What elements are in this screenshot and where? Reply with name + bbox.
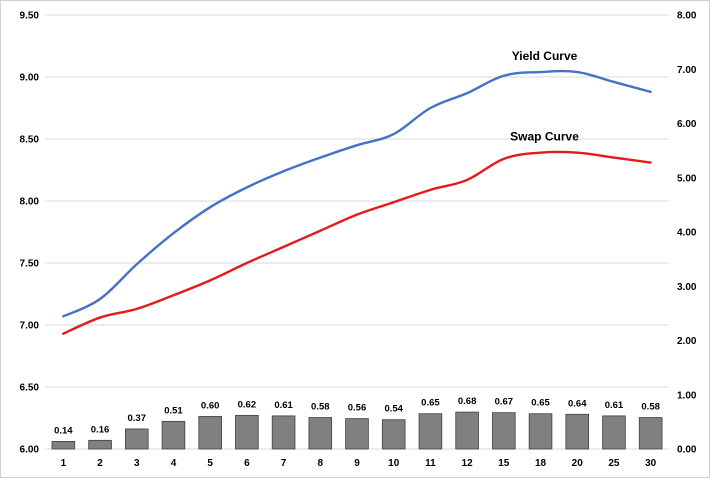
axes: 6.00 6.50 7.00 7.50 8.00 8.50 9.00 9.50 0.00 1.00… bbox=[20, 11, 697, 470]
gridlines bbox=[45, 14, 669, 450]
x-tick-label: 20 bbox=[572, 458, 584, 469]
bar bbox=[528, 413, 553, 450]
x-tick-label: 6 bbox=[244, 458, 250, 469]
bar-data-label: 0.60 bbox=[201, 400, 220, 411]
y-right-tick-label: 3.00 bbox=[677, 282, 697, 293]
x-tick-label: 11 bbox=[425, 458, 436, 469]
bar bbox=[88, 439, 112, 450]
line-series bbox=[62, 69, 652, 335]
bar bbox=[308, 417, 333, 450]
y-left-tick-label: 6.50 bbox=[20, 383, 40, 394]
bar bbox=[381, 419, 406, 450]
y-right-tick-label: 6.00 bbox=[677, 119, 697, 130]
x-tick-label: 25 bbox=[608, 458, 620, 469]
bar-data-label: 0.16 bbox=[91, 424, 110, 435]
bar-series bbox=[51, 411, 663, 450]
x-tick-label: 1 bbox=[61, 458, 67, 469]
data-labels: 0.14 0.16 0.37 0.51 0.60 0.62 0.61 0.58 0.56 0.54… bbox=[54, 49, 660, 436]
x-tick-label: 8 bbox=[318, 458, 324, 469]
bar bbox=[124, 428, 149, 450]
x-tick-label: 2 bbox=[97, 458, 103, 469]
y-right-tick-label: 0.00 bbox=[677, 445, 697, 456]
y-right-tick-label: 5.00 bbox=[677, 173, 697, 184]
line-swap-curve bbox=[62, 150, 652, 335]
bar-data-label: 0.67 bbox=[495, 397, 514, 408]
y-right-tick-label: 7.00 bbox=[677, 65, 697, 76]
x-tick-label: 10 bbox=[388, 458, 400, 469]
bar-data-label: 0.37 bbox=[128, 413, 147, 424]
y-right-tick-label: 8.00 bbox=[677, 11, 697, 22]
bar bbox=[565, 413, 590, 450]
bar-data-label: 0.62 bbox=[238, 399, 257, 410]
x-tick-label: 9 bbox=[354, 458, 360, 469]
y-left-tick-label: 9.00 bbox=[20, 73, 40, 84]
series-label: Swap Curve bbox=[510, 130, 579, 144]
bar-data-label: 0.65 bbox=[421, 398, 440, 409]
bar bbox=[198, 416, 222, 450]
bar-data-label: 0.14 bbox=[54, 425, 73, 436]
bar bbox=[51, 441, 76, 450]
series-label: Yield Curve bbox=[512, 49, 578, 63]
x-tick-label: 18 bbox=[535, 458, 547, 469]
bar-data-label: 0.58 bbox=[311, 402, 330, 413]
y-left-tick-label: 8.00 bbox=[20, 197, 40, 208]
bar bbox=[161, 420, 186, 450]
bar bbox=[455, 411, 479, 450]
y-right-tick-label: 2.00 bbox=[677, 336, 697, 347]
bar-data-label: 0.54 bbox=[384, 404, 403, 415]
bar-data-label: 0.61 bbox=[605, 400, 624, 411]
x-tick-label: 5 bbox=[207, 458, 213, 469]
y-left-tick-label: 9.50 bbox=[20, 11, 40, 22]
x-tick-label: 4 bbox=[171, 458, 177, 469]
x-tick-label: 15 bbox=[498, 458, 510, 469]
bar bbox=[492, 412, 516, 450]
bar bbox=[235, 414, 259, 450]
bar-data-label: 0.64 bbox=[568, 398, 587, 409]
bar bbox=[638, 417, 663, 450]
bar bbox=[345, 418, 369, 450]
y-right-tick-label: 4.00 bbox=[677, 228, 697, 239]
bar bbox=[271, 415, 296, 450]
bar-data-label: 0.65 bbox=[531, 398, 550, 409]
x-tick-label: 30 bbox=[645, 458, 657, 469]
y-left-tick-label: 7.50 bbox=[20, 259, 40, 270]
x-tick-label: 3 bbox=[134, 458, 140, 469]
y-left-tick-label: 7.00 bbox=[20, 321, 40, 332]
x-tick-label: 7 bbox=[281, 458, 287, 469]
bar bbox=[602, 415, 626, 450]
bar-data-label: 0.51 bbox=[164, 405, 183, 416]
bar-data-label: 0.56 bbox=[348, 403, 367, 414]
y-left-tick-label: 6.00 bbox=[20, 445, 40, 456]
y-left-tick-label: 8.50 bbox=[20, 135, 40, 146]
line-yield-curve bbox=[62, 69, 652, 318]
bar-data-label: 0.58 bbox=[641, 402, 660, 413]
bar-data-label: 0.61 bbox=[274, 400, 293, 411]
x-tick-label: 12 bbox=[462, 458, 474, 469]
bar bbox=[418, 413, 443, 450]
y-right-tick-label: 1.00 bbox=[677, 390, 697, 401]
bar-data-label: 0.68 bbox=[458, 396, 477, 407]
